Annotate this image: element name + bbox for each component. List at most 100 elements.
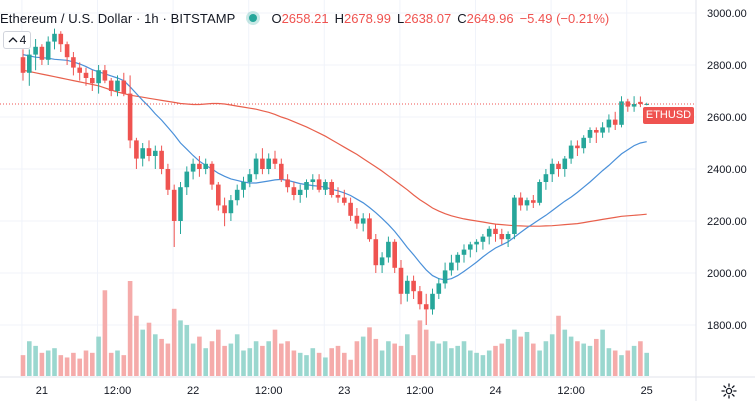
volume-bar	[108, 352, 114, 376]
candle-body	[190, 163, 196, 172]
volume-bar	[64, 357, 70, 376]
y-tick-label: 2400.00	[707, 164, 747, 176]
candle	[600, 122, 605, 138]
candle	[335, 187, 341, 203]
x-tick-label: 21	[36, 385, 48, 397]
volume-bar	[638, 341, 643, 376]
candle	[442, 262, 448, 289]
candle-body	[405, 280, 410, 294]
candle-body	[430, 293, 435, 310]
volume-bar	[594, 338, 599, 376]
candle-body	[631, 104, 637, 107]
volume-bar	[354, 341, 360, 376]
candle	[373, 234, 379, 273]
candle	[77, 62, 82, 81]
ohlc-values: O2658.21 H2678.99 L2638.07 C2649.96 −5.4…	[271, 11, 609, 26]
x-tick-label: 22	[187, 385, 199, 397]
candle-body	[279, 163, 284, 180]
candle	[581, 135, 586, 154]
candle	[619, 96, 624, 128]
candle	[52, 28, 57, 50]
candle-body	[297, 189, 303, 195]
candle	[386, 236, 391, 263]
volume-bar	[253, 341, 259, 376]
candle-body	[329, 182, 334, 195]
volume-bar	[33, 345, 38, 376]
candle-body	[411, 280, 416, 292]
candle	[234, 184, 240, 206]
candle	[474, 239, 479, 253]
volume-bar	[342, 352, 347, 376]
candle	[134, 137, 139, 169]
candle-body	[417, 291, 423, 305]
volume-bar	[360, 336, 366, 376]
volume-bar	[323, 357, 328, 376]
volume-bar	[83, 350, 89, 376]
y-tick-label: 2800.00	[707, 60, 747, 72]
candle-body	[83, 72, 89, 78]
volume-bar	[348, 359, 353, 376]
volume-bar	[644, 352, 649, 376]
candle	[556, 161, 561, 177]
candle-body	[549, 163, 555, 175]
volume-bar	[102, 290, 108, 376]
x-tick-label: 12:00	[104, 385, 132, 397]
volume-bar	[436, 343, 442, 376]
volume-bar	[260, 345, 265, 376]
candle	[209, 161, 215, 190]
volume-bar	[197, 336, 202, 376]
volume-bar	[549, 334, 555, 376]
candle-body	[64, 44, 70, 58]
candle	[171, 184, 177, 247]
candle	[606, 114, 612, 133]
chart-grid	[0, 0, 696, 377]
candle-body	[291, 187, 297, 195]
candle-body	[228, 200, 234, 214]
volume-bar	[222, 345, 227, 376]
candle	[575, 140, 580, 156]
candle	[146, 140, 152, 162]
volume-bar	[297, 352, 303, 376]
candle	[348, 197, 353, 221]
candle	[360, 213, 366, 232]
y-tick-label: 2600.00	[707, 112, 747, 124]
candle	[241, 176, 246, 198]
candle-body	[449, 262, 454, 271]
candle-body	[96, 70, 101, 84]
volume-bar	[392, 343, 397, 376]
candle-body	[71, 57, 76, 68]
candle-body	[342, 197, 347, 203]
candlesticks	[20, 28, 649, 325]
volume-bar	[606, 348, 612, 376]
market-open-indicator	[249, 14, 258, 22]
candle-body	[373, 239, 379, 266]
candle-body	[209, 163, 215, 185]
candle	[524, 197, 530, 211]
candle	[405, 275, 410, 302]
candle	[562, 156, 568, 177]
candle-body	[556, 163, 561, 169]
candle-body	[234, 189, 240, 201]
symbol-title[interactable]: Ethereum / U.S. Dollar · 1h · BITSTAMP	[0, 10, 236, 26]
candle-body	[197, 163, 202, 169]
volume-bar	[417, 320, 423, 376]
candle	[423, 293, 429, 325]
candle-body	[171, 189, 177, 221]
settings-button[interactable]	[719, 381, 739, 401]
volume-bar	[468, 350, 473, 376]
candle-body	[222, 205, 227, 214]
candle	[304, 179, 309, 198]
volume-bar	[96, 336, 101, 376]
candle-body	[348, 202, 353, 216]
candle	[549, 158, 555, 182]
candle	[638, 96, 643, 108]
candle	[285, 174, 290, 193]
volume-bar	[146, 322, 152, 376]
candle-body	[121, 80, 127, 94]
indicators-toggle-button[interactable]: 4	[3, 31, 31, 49]
candle-body	[367, 218, 372, 240]
candle-body	[455, 254, 460, 263]
candle-body	[203, 163, 208, 169]
candle	[33, 39, 38, 71]
